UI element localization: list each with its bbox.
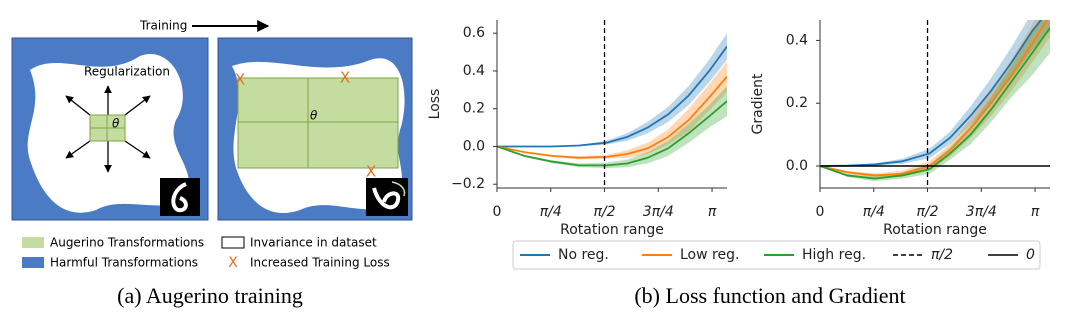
legend-swatch	[22, 257, 44, 268]
y-tick-label: 0.2	[786, 95, 808, 111]
y-tick-label: 0.6	[463, 25, 485, 41]
caption: (b) Loss function and Gradient	[634, 283, 905, 308]
y-tick-label: −0.2	[451, 176, 485, 192]
series-line	[820, 20, 1043, 167]
loss-marker: X	[340, 69, 350, 87]
error-band	[497, 33, 727, 147]
theta: θ	[310, 109, 318, 123]
y-tick-label: 0.0	[463, 138, 485, 154]
augerino-square	[237, 77, 399, 169]
theta: θ	[112, 117, 120, 131]
y-tick-label: 0.2	[463, 101, 485, 117]
series-line	[497, 45, 727, 148]
x-axis-label: Rotation range	[883, 222, 987, 238]
legend-label: Harmful Transformations	[50, 256, 198, 270]
x-tick-label: 3π/4	[643, 204, 674, 220]
arrows	[65, 85, 151, 173]
legend-label: Invariance in dataset	[250, 236, 377, 250]
series-line	[497, 76, 727, 159]
x-tick-label: 0	[493, 204, 502, 220]
error-band	[820, 20, 1050, 178]
regularization-label: Regularization	[84, 65, 170, 79]
legend-marker: X	[228, 255, 238, 271]
x-tick-label: 0	[816, 204, 825, 220]
legend-label: Augerino Transformations	[50, 236, 204, 250]
legend-label: High reg.	[802, 247, 866, 263]
loss-marker: X	[366, 163, 376, 181]
y-tick-label: 0.0	[786, 158, 808, 174]
error-band	[497, 61, 727, 160]
legend-swatch	[221, 236, 245, 249]
y-axis-label: Loss	[427, 89, 443, 120]
x-axis-label: Rotation range	[560, 222, 664, 238]
legend-label: 0	[1026, 247, 1035, 263]
plot-area	[820, 20, 1050, 188]
series-line	[820, 20, 1049, 177]
error-band	[820, 20, 1050, 167]
legend-label: Low reg.	[680, 247, 739, 263]
x-tick-label: π/2	[593, 204, 615, 220]
x-tick-label: π	[708, 204, 717, 220]
series-line	[820, 27, 1050, 180]
series-line	[497, 100, 727, 167]
loss-marker: X	[235, 71, 245, 89]
y-axis-label: Gradient	[750, 73, 766, 134]
legend-label: Increased Training Loss	[250, 256, 390, 270]
legend-label: π/2	[931, 247, 953, 263]
y-tick-label: 0.4	[786, 32, 808, 48]
training-label: Training	[139, 19, 187, 33]
legend-label: No reg.	[558, 247, 609, 263]
y-tick-label: 0.4	[463, 63, 485, 79]
caption: (a) Augerino training	[117, 283, 303, 308]
plot-area	[497, 20, 727, 188]
x-tick-label: π/2	[916, 204, 938, 220]
x-tick-label: π	[1031, 204, 1040, 220]
legend-swatch	[22, 237, 44, 248]
error-band	[820, 20, 1050, 182]
x-tick-label: π/4	[540, 204, 562, 220]
x-tick-label: π/4	[863, 204, 885, 220]
x-tick-label: 3π/4	[966, 204, 997, 220]
diagram-a: Training Regularization θ θ X X X Augeri…	[11, 19, 413, 308]
